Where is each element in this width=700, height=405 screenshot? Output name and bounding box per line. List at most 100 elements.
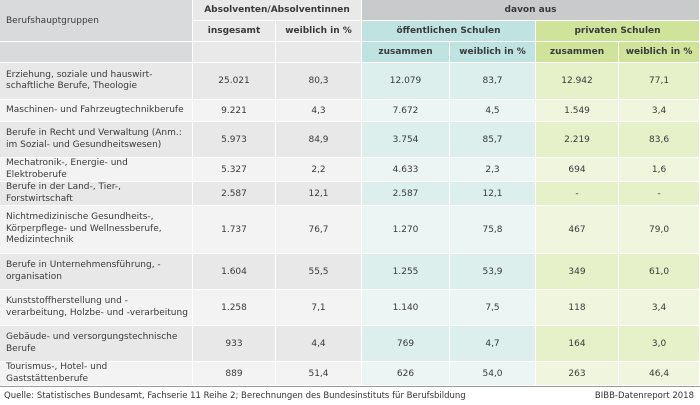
absolventen-header: Absolventen/Absolventinnen — [193, 0, 363, 21]
cell-oeffentlich-zusammen: 2.587 — [362, 182, 451, 206]
data-table: Berufshauptgruppen Absolventen/Absolvent… — [0, 0, 700, 386]
oeffentlich-header: öffentlichen Schulen — [362, 21, 537, 42]
cell-oeffentlich-weiblich: 7,5 — [450, 290, 537, 326]
cell-privat-zusammen: 1.549 — [536, 100, 620, 122]
cell-oeffentlich-zusammen: 1.255 — [362, 254, 451, 290]
cell-weiblich: 51,4 — [276, 362, 363, 386]
cell-insgesamt: 5.327 — [193, 158, 276, 182]
cell-insgesamt: 25.021 — [193, 63, 276, 100]
cell-privat-zusammen: - — [536, 182, 620, 206]
cell-oeffentlich-zusammen: 626 — [362, 362, 451, 386]
cell-weiblich: 80,3 — [276, 63, 363, 100]
cell-privat-weiblich: 77,1 — [619, 63, 700, 100]
table-row: Berufe in Recht und Verwaltung (Anm.: im… — [0, 122, 700, 158]
privat-header: privaten Schulen — [536, 21, 700, 42]
cell-weiblich: 2,2 — [276, 158, 363, 182]
cell-privat-weiblich: 3,4 — [619, 100, 700, 122]
table-row: Gebäude- und versorgungstechnische Beruf… — [0, 326, 700, 362]
cell-privat-zusammen: 164 — [536, 326, 620, 362]
cell-oeffentlich-weiblich: 54,0 — [450, 362, 537, 386]
cell-weiblich: 84,9 — [276, 122, 363, 158]
cell-oeffentlich-zusammen: 12.079 — [362, 63, 451, 100]
row-label-spacer — [0, 42, 193, 63]
cell-insgesamt: 1.258 — [193, 290, 276, 326]
row-label: Gebäude- und versorgungstechnische Beruf… — [0, 326, 193, 362]
table-row: Erziehung, soziale und hauswirt-schaftli… — [0, 63, 700, 100]
cell-oeffentlich-weiblich: 2,3 — [450, 158, 537, 182]
cell-privat-zusammen: 118 — [536, 290, 620, 326]
insgesamt-header: insgesamt — [193, 21, 276, 42]
cell-oeffentlich-weiblich: 4,5 — [450, 100, 537, 122]
row-label: Berufe in Recht und Verwaltung (Anm.: im… — [0, 122, 193, 158]
davon-aus-header: davon aus — [362, 0, 700, 21]
cell-privat-zusammen: 694 — [536, 158, 620, 182]
table-row: Berufe in Unternehmensführung, -organisa… — [0, 254, 700, 290]
cell-privat-zusammen: 263 — [536, 362, 620, 386]
cell-privat-zusammen: 349 — [536, 254, 620, 290]
cell-insgesamt: 9.221 — [193, 100, 276, 122]
row-label: Tourismus-, Hotel- und Gaststättenberufe — [0, 362, 193, 386]
table-row: Mechatronik-, Energie- und Elektroberufe… — [0, 158, 700, 182]
cell-privat-weiblich: 46,4 — [619, 362, 700, 386]
abs-spacer-1 — [193, 42, 276, 63]
cell-privat-weiblich: 83,6 — [619, 122, 700, 158]
cell-privat-weiblich: 3,4 — [619, 290, 700, 326]
cell-weiblich: 7,1 — [276, 290, 363, 326]
cell-oeffentlich-weiblich: 4,7 — [450, 326, 537, 362]
cell-weiblich: 76,7 — [276, 206, 363, 254]
row-label: Nichtmedizinische Gesundheits-, Körperpf… — [0, 206, 193, 254]
cell-oeffentlich-weiblich: 85,7 — [450, 122, 537, 158]
source-note: Quelle: Statistisches Bundesamt, Fachser… — [4, 391, 466, 401]
cell-insgesamt: 1.604 — [193, 254, 276, 290]
weiblich-header: weiblich in % — [276, 21, 363, 42]
cell-oeffentlich-zusammen: 1.270 — [362, 206, 451, 254]
cell-weiblich: 4,3 — [276, 100, 363, 122]
cell-oeffentlich-zusammen: 1.140 — [362, 290, 451, 326]
table-body: Erziehung, soziale und hauswirt-schaftli… — [0, 63, 700, 386]
cell-oeffentlich-weiblich: 75,8 — [450, 206, 537, 254]
row-label-header: Berufshauptgruppen — [0, 0, 193, 42]
privat-zusammen-header: zusammen — [536, 42, 620, 63]
cell-oeffentlich-weiblich: 12,1 — [450, 182, 537, 206]
cell-weiblich: 12,1 — [276, 182, 363, 206]
oeffentlich-zusammen-header: zusammen — [362, 42, 451, 63]
cell-privat-zusammen: 12.942 — [536, 63, 620, 100]
abs-spacer-2 — [276, 42, 363, 63]
cell-privat-weiblich: 1,6 — [619, 158, 700, 182]
cell-oeffentlich-zusammen: 769 — [362, 326, 451, 362]
cell-privat-weiblich: 79,0 — [619, 206, 700, 254]
cell-insgesamt: 933 — [193, 326, 276, 362]
cell-oeffentlich-zusammen: 7.672 — [362, 100, 451, 122]
cell-privat-weiblich: - — [619, 182, 700, 206]
table-row: Tourismus-, Hotel- und Gaststättenberufe… — [0, 362, 700, 386]
row-label: Berufe in Unternehmensführung, -organisa… — [0, 254, 193, 290]
table-row: Nichtmedizinische Gesundheits-, Körperpf… — [0, 206, 700, 254]
row-label: Maschinen- und Fahrzeugtechnikberufe — [0, 100, 193, 122]
row-label: Kunststoffherstellung und -verarbeitung,… — [0, 290, 193, 326]
footer-divider — [0, 386, 700, 387]
cell-weiblich: 55,5 — [276, 254, 363, 290]
table-row: Berufe in der Land-, Tier-, Forstwirtsch… — [0, 182, 700, 206]
cell-privat-weiblich: 61,0 — [619, 254, 700, 290]
row-label: Mechatronik-, Energie- und Elektroberufe — [0, 158, 193, 182]
cell-insgesamt: 1.737 — [193, 206, 276, 254]
cell-oeffentlich-zusammen: 3.754 — [362, 122, 451, 158]
oeffentlich-weiblich-header: weiblich in % — [450, 42, 537, 63]
cell-privat-weiblich: 3,0 — [619, 326, 700, 362]
cell-oeffentlich-zusammen: 4.633 — [362, 158, 451, 182]
report-label: BIBB-Datenreport 2018 — [594, 391, 694, 401]
cell-oeffentlich-weiblich: 83,7 — [450, 63, 537, 100]
table-row: Maschinen- und Fahrzeugtechnikberufe 9.2… — [0, 100, 700, 122]
privat-weiblich-header: weiblich in % — [619, 42, 700, 63]
cell-weiblich: 4,4 — [276, 326, 363, 362]
cell-insgesamt: 889 — [193, 362, 276, 386]
table-row: Kunststoffherstellung und -verarbeitung,… — [0, 290, 700, 326]
cell-insgesamt: 5.973 — [193, 122, 276, 158]
cell-privat-zusammen: 467 — [536, 206, 620, 254]
cell-oeffentlich-weiblich: 53,9 — [450, 254, 537, 290]
row-label: Berufe in der Land-, Tier-, Forstwirtsch… — [0, 182, 193, 206]
cell-insgesamt: 2.587 — [193, 182, 276, 206]
cell-privat-zusammen: 2.219 — [536, 122, 620, 158]
row-label: Erziehung, soziale und hauswirt-schaftli… — [0, 63, 193, 100]
